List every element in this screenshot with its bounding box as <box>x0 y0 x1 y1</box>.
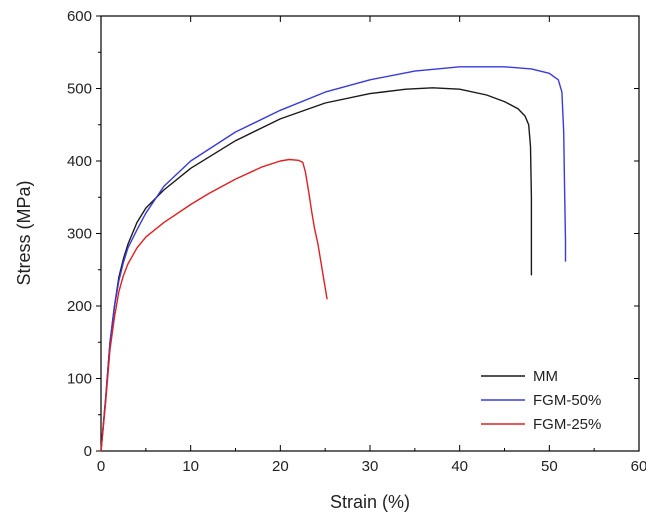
y-tick-label: 0 <box>84 443 92 460</box>
x-tick-label: 0 <box>97 458 105 475</box>
x-tick-label: 40 <box>451 458 468 475</box>
x-tick-label: 20 <box>272 458 289 475</box>
series-lines <box>100 66 567 452</box>
y-tick-label: 600 <box>67 8 92 25</box>
y-axis-title: Stress (MPa) <box>14 180 34 285</box>
x-tick-label: 50 <box>541 458 558 475</box>
legend: MM FGM-50% FGM-25% <box>481 368 601 433</box>
series-line-mm <box>100 87 533 452</box>
y-tick-label: 200 <box>67 298 92 315</box>
x-axis-title: Strain (%) <box>330 492 410 512</box>
series-line-fgm-50 <box>100 66 567 452</box>
legend-label: MM <box>533 368 558 385</box>
x-tick-label: 60 <box>631 458 646 475</box>
x-tick-label: 10 <box>182 458 199 475</box>
x-tick-label: 30 <box>362 458 379 475</box>
y-tick-label: 400 <box>67 153 92 170</box>
legend-label: FGM-25% <box>533 416 601 433</box>
legend-label: FGM-50% <box>533 392 601 409</box>
y-tick-label: 500 <box>67 81 92 98</box>
series-line-fgm-25 <box>100 158 328 452</box>
y-tick-label: 300 <box>67 226 92 243</box>
y-tick-label: 100 <box>67 371 92 388</box>
axis-ticks <box>96 15 640 452</box>
